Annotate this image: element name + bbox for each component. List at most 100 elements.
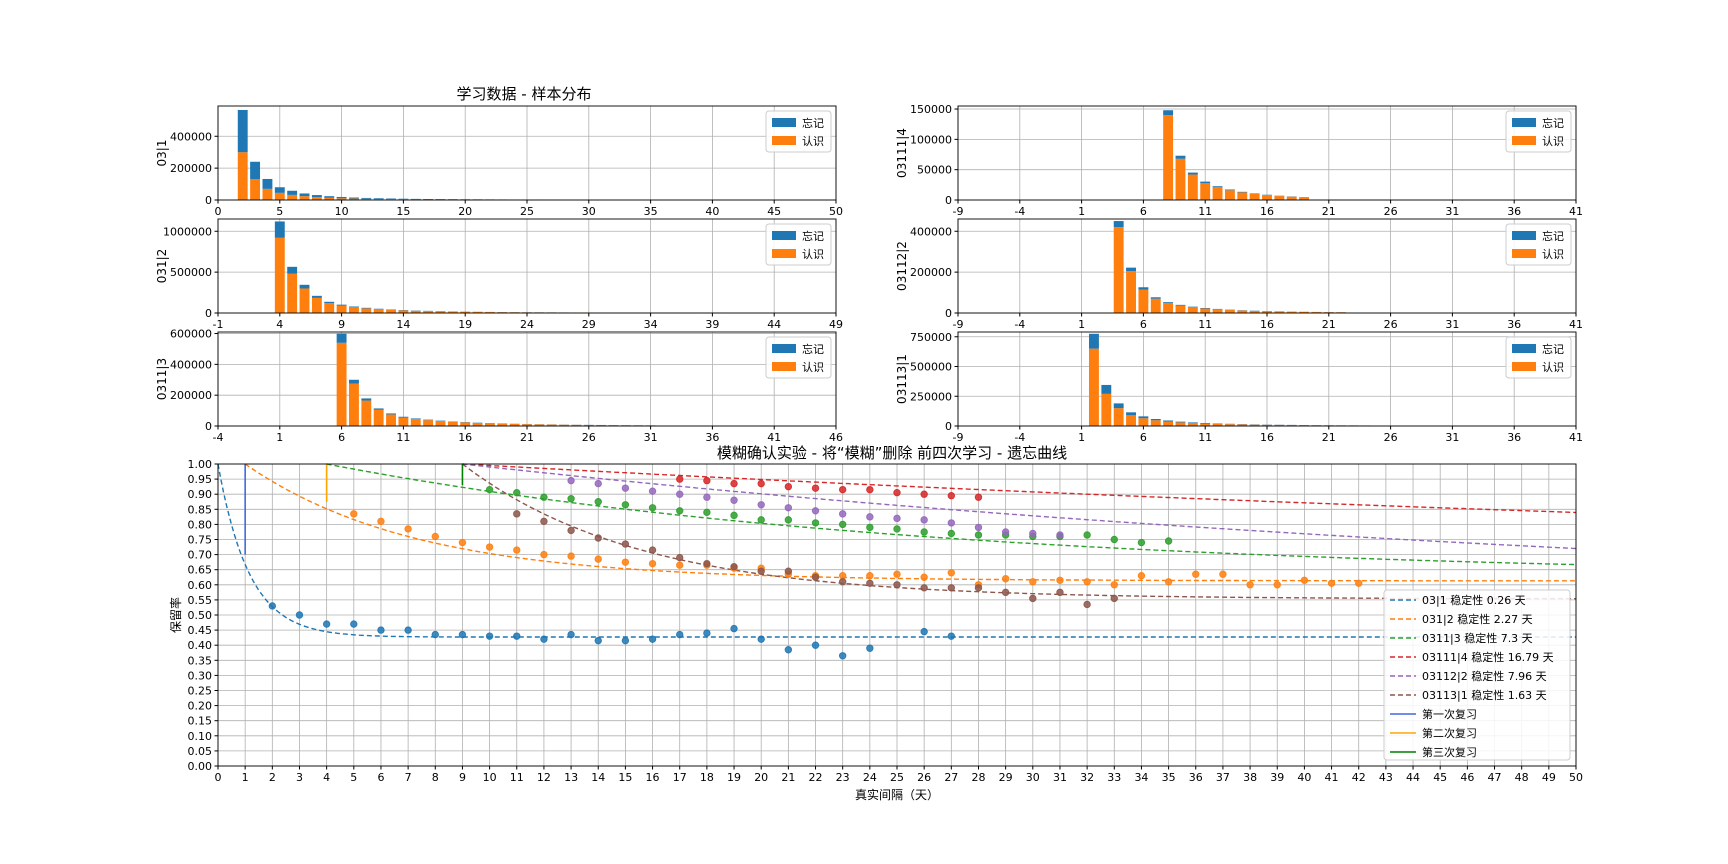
bar-forget [1089,333,1099,349]
x-tick-label: 11 [1198,205,1212,218]
bar-know [1126,271,1136,313]
y-axis-label: 03112|2 [895,241,909,291]
bar-forget [324,301,335,304]
data-point-series-1 [920,627,928,636]
x-tick-label: 44 [1406,771,1420,784]
bar-forget [311,195,322,198]
bar-know [1089,348,1099,426]
data-point-series-5 [1029,529,1037,538]
bar-forget [299,193,310,197]
data-point-series-2 [648,559,657,568]
y-tick-label: 0 [945,194,952,207]
data-point-series-2 [866,572,874,580]
bar-know [1150,298,1161,313]
x-tick-label: 7 [405,771,412,784]
data-point-series-2 [1029,578,1037,586]
bar-know [336,342,347,426]
bar-know [522,424,532,426]
data-point-series-1 [350,620,358,628]
y-tick-label: 0.35 [188,654,213,667]
data-point-series-1 [648,635,657,643]
bar-forget [1200,422,1211,424]
data-point-series-2 [458,538,467,547]
x-tick-label: -1 [213,318,224,331]
data-point-series-5 [621,484,630,492]
legend-swatch-know [772,136,796,145]
bar-know [1175,158,1186,200]
data-point-series-3 [485,485,494,494]
data-point-series-1 [784,646,793,654]
bar-forget [386,198,396,200]
y-axis-label: 保留率 [168,597,183,633]
bar-know [398,417,409,426]
bar-know [1175,305,1186,313]
y-tick-label: 0 [205,307,212,320]
x-tick-label: 49 [1542,771,1556,784]
bar-know [274,237,285,313]
x-tick-label: 10 [483,771,497,784]
bar-forget [1163,110,1174,116]
data-point-series-4 [757,479,765,488]
y-tick-label: 1000000 [163,225,212,238]
bar-forget [373,198,384,199]
bar-know [1237,424,1248,426]
data-point-series-1 [838,652,847,660]
data-point-series-2 [350,510,358,518]
bar-forget [311,295,322,298]
x-tick-label: 6 [1140,318,1147,331]
legend-label-forget: 忘记 [1542,229,1564,243]
bar-know [299,288,310,313]
bar-forget [1101,384,1112,394]
legend-label-know: 认识 [1542,248,1564,261]
x-tick-label: 22 [809,771,823,784]
x-tick-label: 1 [1078,205,1085,218]
bar-know [274,192,285,200]
bar-know [1299,311,1310,313]
x-tick-label: 27 [944,771,958,784]
data-point-series-3 [811,519,820,527]
bar-know [447,421,458,426]
data-point-series-1 [540,635,548,643]
data-point-series-5 [594,479,602,488]
x-tick-label: 25 [520,205,534,218]
data-point-series-6 [676,553,684,562]
bar-know [336,305,347,313]
fit-curve-4 [462,463,1576,514]
legend-swatch-know [1512,249,1536,258]
legend-label-forget: 忘记 [802,116,824,130]
retention-legend: 03|1 稳定性 0.26 天 031|2 稳定性 2.27 天 0311|3 稳定… [1383,589,1571,761]
y-tick-label: 0 [205,194,212,207]
bar-know [1212,187,1223,200]
x-tick-label: 20 [754,771,768,784]
data-point-series-2 [431,532,439,541]
legend-swatch-know [772,362,796,371]
bar-forget [1212,186,1223,188]
bar-know [1286,196,1297,200]
bar-know [1200,308,1211,313]
fit-curve-3 [326,463,1577,566]
x-tick-label: -9 [953,431,964,444]
data-point-series-6 [1083,600,1091,609]
x-tick-label: 2 [269,771,276,784]
legend-label-know: 认识 [1542,135,1564,148]
y-axis-label: 031|2 [155,249,169,284]
bar-know [349,307,359,313]
data-point-series-1 [431,630,439,639]
x-tick-label: 18 [700,771,714,784]
y-tick-label: 0 [945,307,952,320]
x-tick-label: 1 [276,431,283,444]
data-point-series-3 [920,528,928,536]
bar-know [1113,408,1124,426]
bar-know [472,422,483,426]
data-point-series-3 [513,488,521,497]
y-tick-label: 0.40 [188,639,213,652]
x-tick-label: 16 [1260,205,1274,218]
data-point-series-5 [893,514,901,523]
x-tick-label: 24 [863,771,877,784]
bar-know [1237,192,1248,200]
data-point-series-4 [838,485,847,494]
bar-forget [250,161,261,180]
bar-forget [1224,189,1235,191]
legend-swatch-know [1512,362,1536,371]
